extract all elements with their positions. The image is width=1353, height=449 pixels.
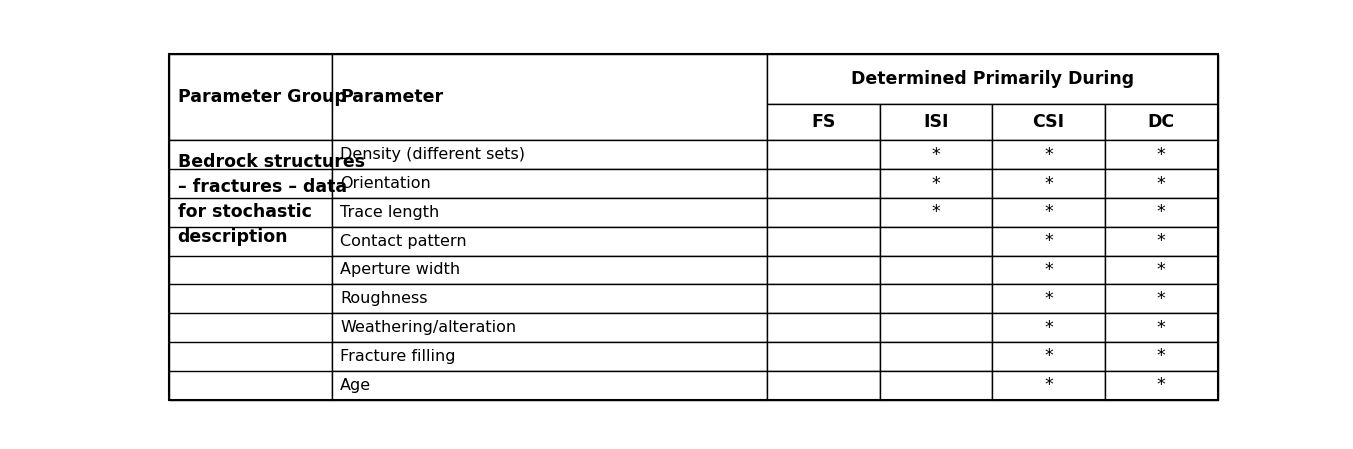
Bar (169, 54, 331, 140)
Bar (331, 54, 767, 140)
Bar (1105, 342, 1218, 371)
Bar (1105, 169, 1218, 198)
Bar (879, 198, 992, 227)
Bar (992, 104, 1105, 140)
Bar (331, 313, 767, 342)
Bar (767, 284, 879, 313)
Text: Aperture width: Aperture width (340, 263, 460, 277)
Text: Density (different sets): Density (different sets) (340, 147, 525, 162)
Bar (992, 140, 1105, 169)
Text: *: * (1045, 348, 1053, 365)
Text: Bedrock structures: Bedrock structures (177, 154, 365, 172)
Bar (1105, 255, 1218, 284)
Text: *: * (1157, 376, 1166, 394)
Text: *: * (1045, 203, 1053, 221)
Text: DC: DC (1147, 113, 1174, 131)
Bar (767, 104, 879, 140)
Text: *: * (1157, 348, 1166, 365)
Bar (767, 255, 879, 284)
Bar (992, 284, 1105, 313)
Text: *: * (1157, 146, 1166, 164)
Bar (1105, 104, 1218, 140)
Bar (331, 255, 767, 284)
Text: Fracture filling: Fracture filling (340, 349, 456, 364)
Bar (767, 371, 879, 400)
Text: ISI: ISI (923, 113, 948, 131)
Bar (331, 227, 767, 255)
Bar (767, 54, 1218, 104)
Bar (1105, 371, 1218, 400)
Bar (992, 371, 1105, 400)
Bar (331, 284, 767, 313)
Text: *: * (1045, 146, 1053, 164)
Text: Parameter: Parameter (340, 88, 444, 106)
Bar (767, 198, 879, 227)
Bar (879, 140, 992, 169)
Text: CSI: CSI (1032, 113, 1065, 131)
Text: *: * (1157, 175, 1166, 193)
Text: description: description (177, 228, 288, 246)
Bar (331, 342, 767, 371)
Bar (879, 227, 992, 255)
Text: Contact pattern: Contact pattern (340, 233, 467, 249)
Text: *: * (931, 175, 940, 193)
Bar (767, 140, 879, 169)
Bar (1105, 313, 1218, 342)
Text: Orientation: Orientation (340, 176, 430, 191)
Text: *: * (1157, 319, 1166, 337)
Text: Parameter Group: Parameter Group (177, 88, 346, 106)
Bar (879, 104, 992, 140)
Bar (992, 313, 1105, 342)
Bar (992, 342, 1105, 371)
Text: *: * (1045, 290, 1053, 308)
Text: *: * (1157, 203, 1166, 221)
Bar (879, 342, 992, 371)
Bar (992, 227, 1105, 255)
Text: for stochastic: for stochastic (177, 203, 311, 221)
Text: *: * (1045, 376, 1053, 394)
Bar (1105, 284, 1218, 313)
Bar (767, 227, 879, 255)
Bar (169, 140, 331, 400)
Bar (1105, 140, 1218, 169)
Bar (992, 198, 1105, 227)
Text: *: * (1045, 232, 1053, 250)
Bar (767, 169, 879, 198)
Bar (879, 169, 992, 198)
Bar (1105, 198, 1218, 227)
Bar (879, 284, 992, 313)
Text: – fractures – data: – fractures – data (177, 178, 346, 196)
Text: Determined Primarily During: Determined Primarily During (851, 70, 1134, 88)
Text: *: * (1157, 261, 1166, 279)
Bar (767, 313, 879, 342)
Bar (331, 371, 767, 400)
Text: Weathering/alteration: Weathering/alteration (340, 320, 515, 335)
Bar (879, 371, 992, 400)
Bar (1105, 227, 1218, 255)
Bar (879, 255, 992, 284)
Text: Age: Age (340, 378, 371, 393)
Text: *: * (1045, 319, 1053, 337)
Text: FS: FS (810, 113, 835, 131)
Text: *: * (931, 146, 940, 164)
Text: *: * (1045, 175, 1053, 193)
Text: Trace length: Trace length (340, 205, 440, 220)
Bar (992, 169, 1105, 198)
Bar (879, 313, 992, 342)
Bar (767, 342, 879, 371)
Text: *: * (931, 203, 940, 221)
Text: *: * (1045, 261, 1053, 279)
Text: *: * (1157, 232, 1166, 250)
Bar (331, 169, 767, 198)
Text: Roughness: Roughness (340, 291, 428, 306)
Bar (992, 255, 1105, 284)
Bar (331, 198, 767, 227)
Text: *: * (1157, 290, 1166, 308)
Bar (331, 140, 767, 169)
